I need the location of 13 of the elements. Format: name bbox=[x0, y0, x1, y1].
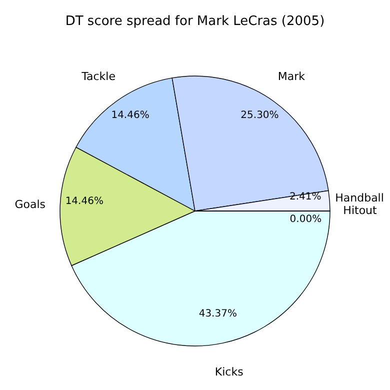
slice-label: Kicks bbox=[214, 365, 244, 378]
data-label: 25.30% bbox=[240, 110, 279, 122]
data-label: 14.46% bbox=[65, 196, 104, 207]
data-label: 43.37% bbox=[198, 308, 237, 320]
slice-label: Goals bbox=[14, 198, 46, 211]
slice-label: Handball bbox=[335, 192, 384, 205]
chart-title: DT score spread for Mark LeCras (2005) bbox=[65, 14, 325, 29]
category-label: Hitout bbox=[343, 204, 377, 217]
data-label: 2.41% bbox=[289, 192, 322, 203]
slice-label: Tackle bbox=[80, 70, 116, 84]
text: 0.00% bbox=[290, 214, 322, 225]
slice-label: Mark bbox=[278, 70, 306, 84]
data-label: 14.46% bbox=[111, 110, 150, 122]
